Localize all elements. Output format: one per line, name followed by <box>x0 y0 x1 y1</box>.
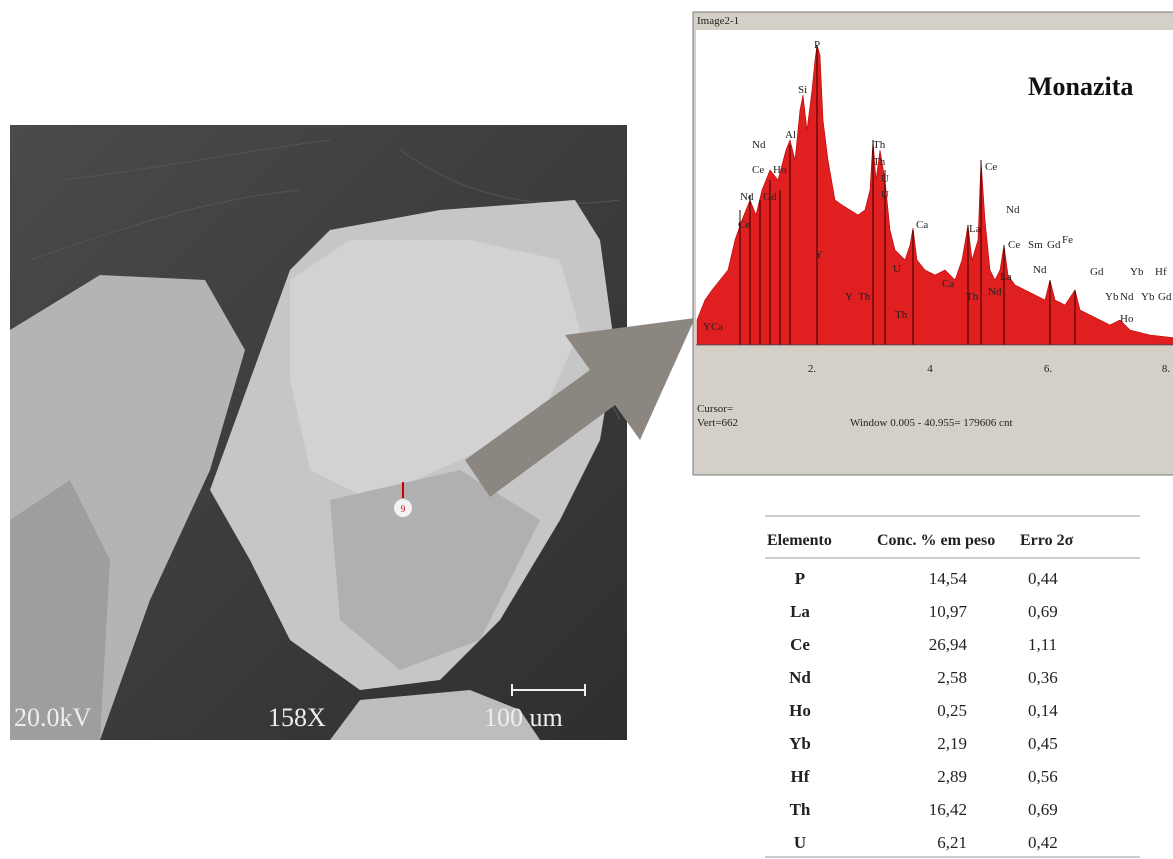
window-title: Image2-1 <box>697 15 739 27</box>
figure: 9 20.0kV 158X 100 um Image2-1 2. 4 6. 8.… <box>0 0 1173 859</box>
table-header: Conc. % em peso <box>877 532 995 549</box>
table-cell: Hf <box>791 767 810 786</box>
table-cell: 0,44 <box>1028 569 1058 588</box>
peak-label: Al <box>785 129 796 141</box>
table-cell: 2,19 <box>937 734 967 753</box>
peak-label: Th <box>895 309 908 321</box>
table-cell: 0,56 <box>1028 767 1058 786</box>
peak-label: Nd <box>1006 204 1020 216</box>
table-cell: Yb <box>789 734 811 753</box>
vert-label: Vert=662 <box>697 417 738 429</box>
peak-label: Th <box>858 291 871 303</box>
table-cell: 0,45 <box>1028 734 1058 753</box>
peak-label: Ca <box>942 278 954 290</box>
peak-label: Sm <box>1028 239 1043 251</box>
peak-label: U <box>881 173 889 185</box>
peak-label: Ca <box>916 219 928 231</box>
page: 9 20.0kV 158X 100 um Image2-1 2. 4 6. 8.… <box>0 0 1173 859</box>
x-tick-label: 6. <box>1044 363 1053 375</box>
peak-label: YCa <box>703 321 723 333</box>
peak-label: Gd <box>1090 266 1104 278</box>
peak-label: La <box>1000 271 1012 283</box>
peak-label: Yb <box>1130 266 1144 278</box>
peak-label: Ho <box>1120 313 1134 325</box>
table-cell: 2,89 <box>937 767 967 786</box>
table-cell: 0,14 <box>1028 701 1058 720</box>
peak-label: Y <box>845 291 853 303</box>
table-header: Elemento <box>767 532 832 549</box>
composition-table: Elemento Conc. % em peso Erro 2σ P 14,54 0,44… <box>765 516 1140 857</box>
voltage-label: 20.0kV <box>14 703 92 732</box>
peak-label: Gd <box>1047 239 1061 251</box>
magnification-label: 158X <box>268 703 326 732</box>
peak-label: Th <box>966 291 979 303</box>
scale-label: 100 um <box>484 703 563 732</box>
table-cell: 0,36 <box>1028 668 1058 687</box>
peak-label: Hf <box>1155 266 1167 278</box>
peak-label: Yb <box>1141 291 1155 303</box>
peak-label: Gd <box>763 191 777 203</box>
peak-label: Y <box>815 249 823 261</box>
table-cell: 0,69 <box>1028 800 1058 819</box>
x-tick-label: 8. <box>1162 363 1171 375</box>
window-range: Window 0.005 - 40.955= 179606 cnt <box>850 417 1013 429</box>
table-cell: 26,94 <box>929 635 968 654</box>
table-cell: 0,25 <box>937 701 967 720</box>
peak-label: La <box>969 223 981 235</box>
peak-label: Nd <box>988 286 1002 298</box>
table-header: Erro 2σ <box>1020 532 1074 549</box>
table-cell: 10,97 <box>929 602 968 621</box>
table-cell: U <box>794 833 806 852</box>
peak-label: Yb <box>1105 291 1119 303</box>
table-cell: 6,21 <box>937 833 967 852</box>
table-cell: Ce <box>790 635 810 654</box>
peak-label: U <box>881 189 889 201</box>
table-cell: 2,58 <box>937 668 967 687</box>
x-tick-label: 2. <box>808 363 817 375</box>
peak-label: P <box>814 39 820 51</box>
peak-label: Ce <box>985 161 997 173</box>
table-cell: La <box>790 602 810 621</box>
table-cell: 16,42 <box>929 800 967 819</box>
peak-label: Ce <box>1008 239 1020 251</box>
peak-label: Gd <box>1158 291 1172 303</box>
peak-label: Nd <box>1033 264 1047 276</box>
cursor-label: Cursor= <box>697 403 733 415</box>
table-cell: Nd <box>789 668 811 687</box>
peak-label: Nd <box>752 139 766 151</box>
table-cell: 0,42 <box>1028 833 1058 852</box>
peak-label: Ce <box>752 164 764 176</box>
x-tick-label: 4 <box>927 363 933 375</box>
spot-label: 9 <box>401 504 406 514</box>
peak-label: Fe <box>1062 234 1073 246</box>
peak-label: Th <box>873 139 886 151</box>
peak-label: Ho <box>773 164 787 176</box>
table-cell: Th <box>790 800 811 819</box>
spectrum-title: Monazita <box>1028 72 1133 101</box>
table-cell: 14,54 <box>929 569 968 588</box>
table-cell: 1,11 <box>1028 635 1057 654</box>
peak-label: Si <box>798 84 807 96</box>
peak-label: Nd <box>1120 291 1134 303</box>
table-cell: Ho <box>789 701 811 720</box>
table-cell: 0,69 <box>1028 602 1058 621</box>
table-cell: P <box>795 569 805 588</box>
peak-label: U <box>893 263 901 275</box>
peak-label: Ce <box>738 219 750 231</box>
peak-label: Th <box>873 156 886 168</box>
peak-label: Nd <box>740 191 754 203</box>
spectrum-window: Image2-1 2. 4 6. 8. Cursor= Vert=662 Win… <box>693 12 1173 475</box>
